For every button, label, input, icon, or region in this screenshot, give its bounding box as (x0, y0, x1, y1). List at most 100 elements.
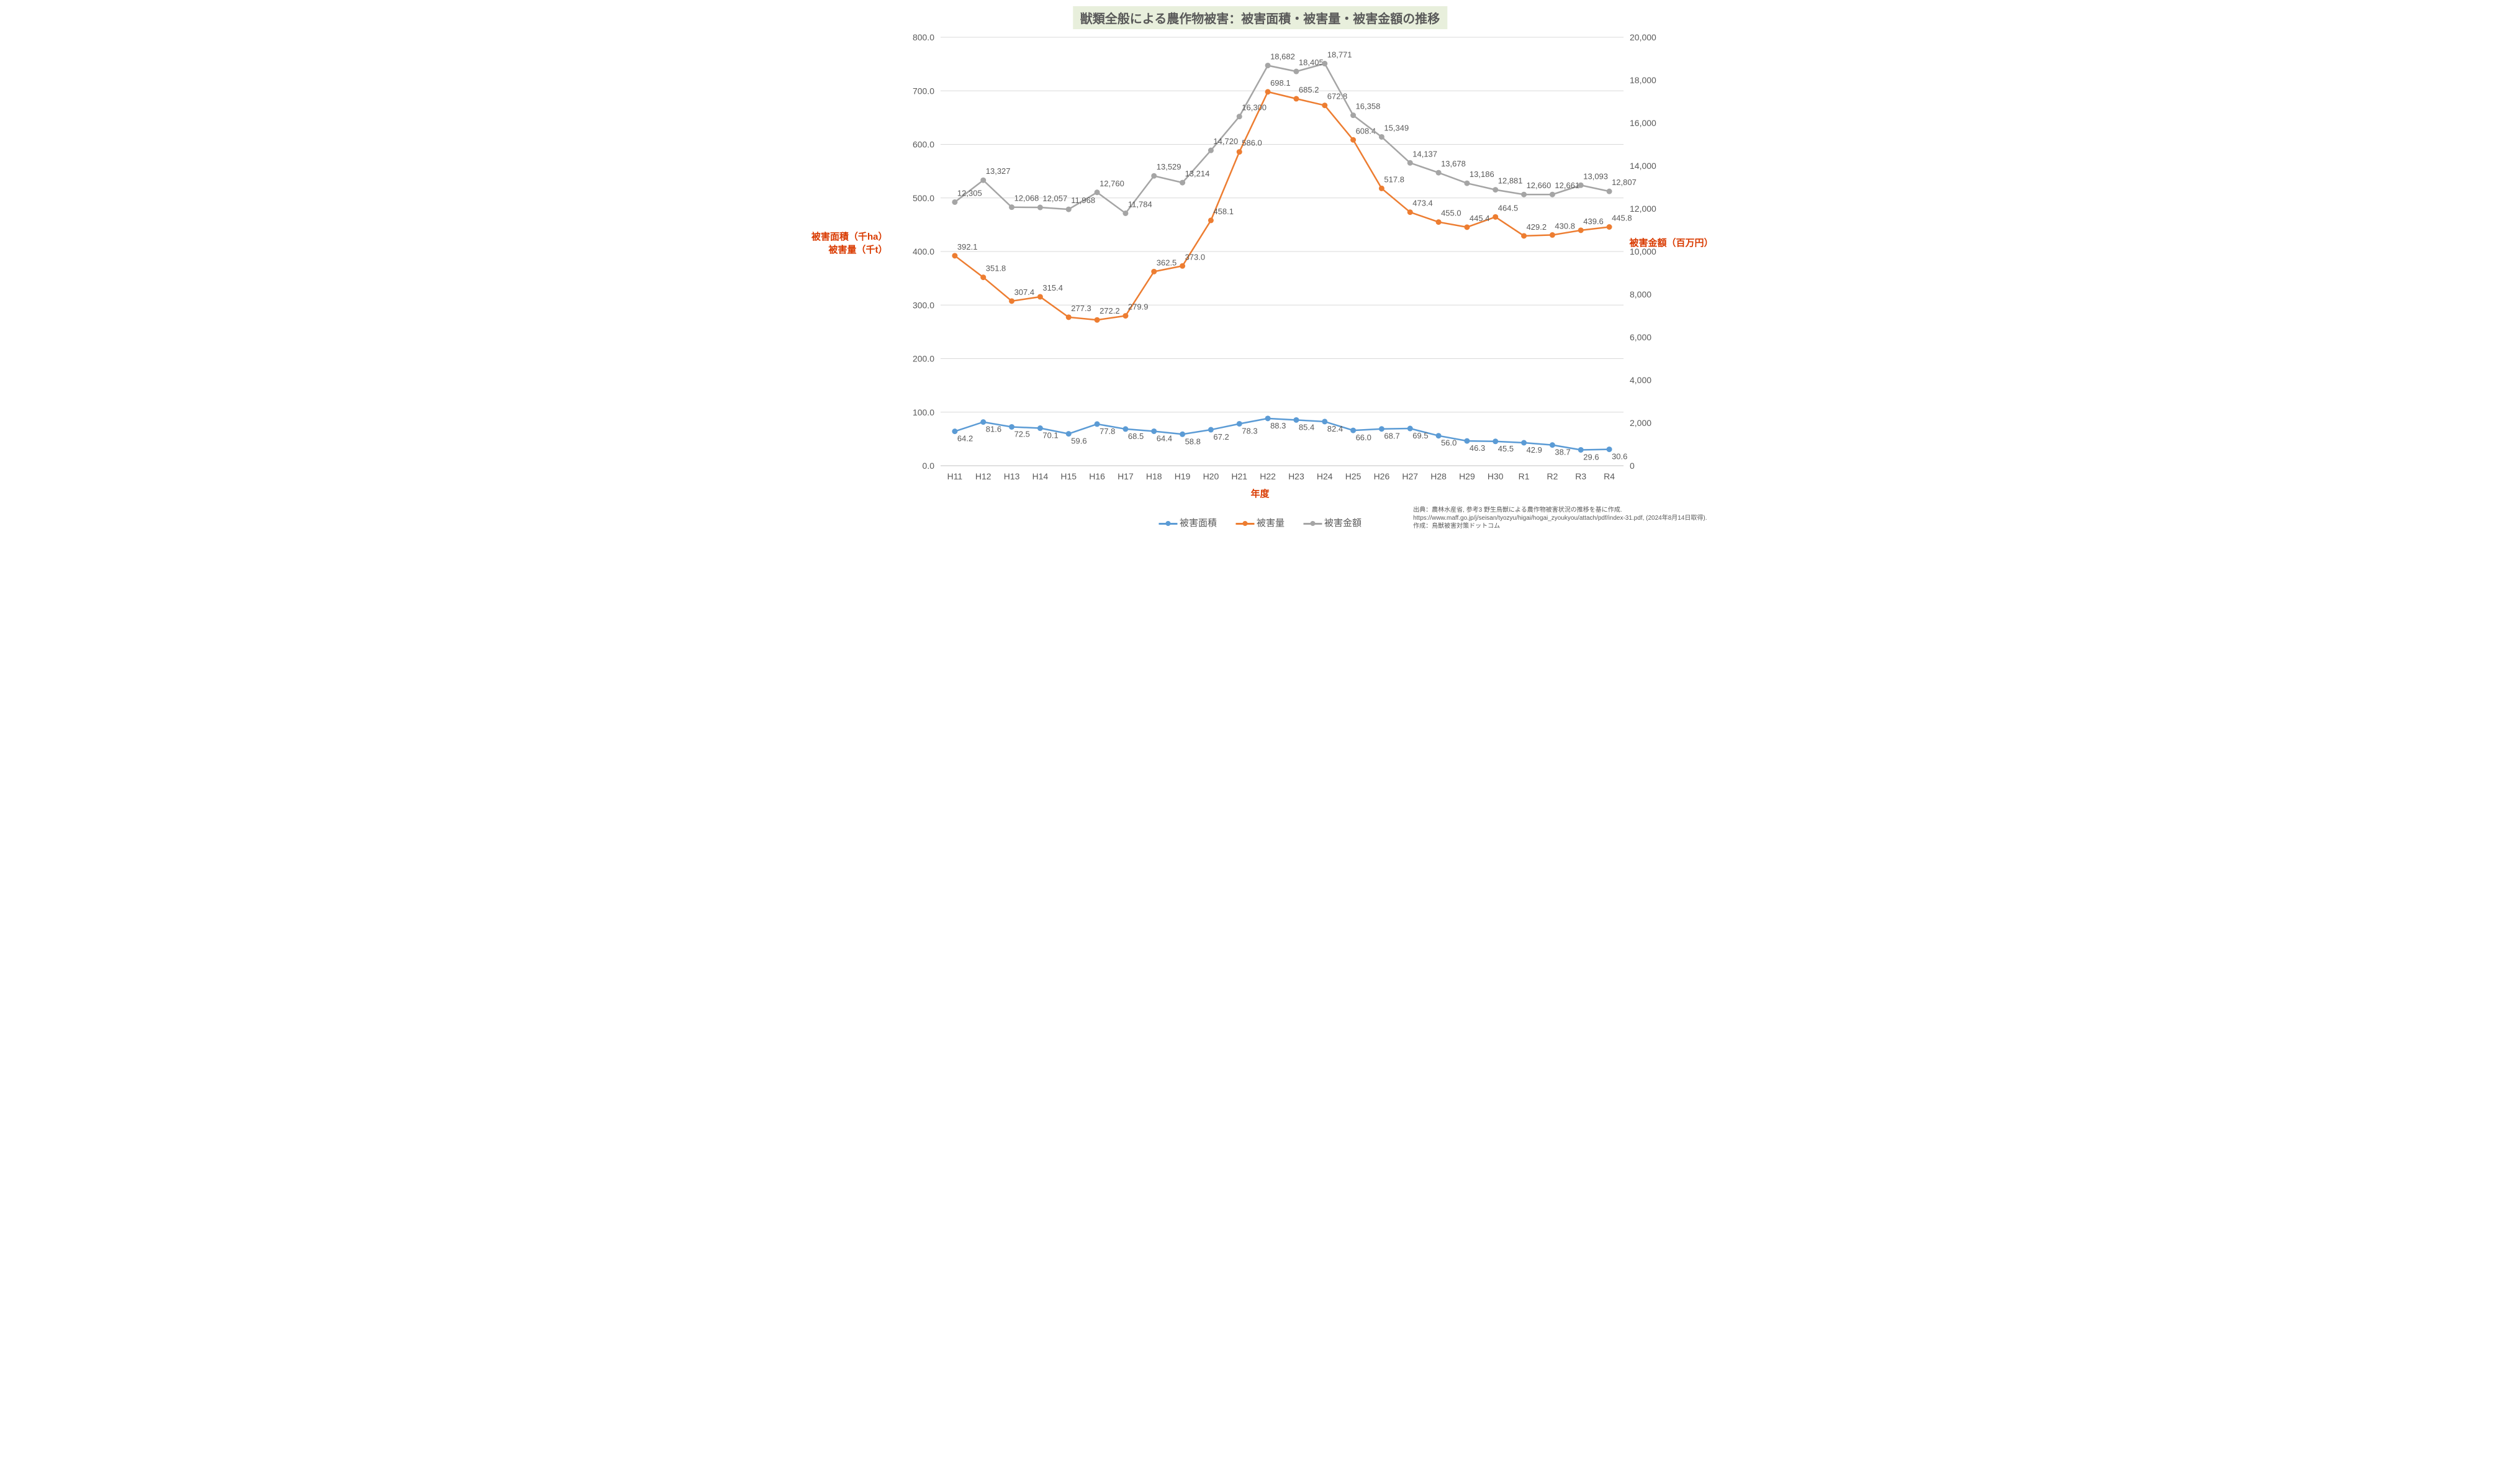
svg-text:16,358: 16,358 (1355, 102, 1380, 111)
svg-text:12,057: 12,057 (1042, 194, 1067, 203)
svg-text:200.0: 200.0 (912, 354, 934, 364)
svg-text:H24: H24 (1316, 471, 1332, 481)
svg-text:14,000: 14,000 (1630, 161, 1656, 171)
svg-text:R2: R2 (1547, 471, 1558, 481)
svg-text:18,682: 18,682 (1270, 52, 1295, 61)
svg-text:68.7: 68.7 (1384, 432, 1399, 441)
svg-text:0: 0 (1630, 461, 1635, 471)
svg-text:315.4: 315.4 (1042, 283, 1063, 292)
svg-text:13,327: 13,327 (985, 166, 1010, 176)
svg-text:12,881: 12,881 (1497, 176, 1522, 186)
legend-item: 被害量 (1235, 516, 1285, 529)
svg-text:42.9: 42.9 (1526, 445, 1542, 455)
svg-text:279.9: 279.9 (1127, 302, 1148, 312)
legend-item: 被害金額 (1303, 516, 1362, 529)
svg-text:698.1: 698.1 (1270, 78, 1291, 88)
svg-text:18,771: 18,771 (1327, 50, 1352, 59)
svg-text:439.6: 439.6 (1583, 217, 1604, 226)
svg-text:272.2: 272.2 (1100, 306, 1120, 315)
svg-text:R4: R4 (1604, 471, 1615, 481)
svg-text:85.4: 85.4 (1298, 422, 1314, 432)
svg-text:8,000: 8,000 (1630, 289, 1651, 299)
svg-text:30.6: 30.6 (1612, 452, 1627, 461)
svg-text:29.6: 29.6 (1583, 452, 1599, 461)
svg-text:13,093: 13,093 (1583, 171, 1608, 181)
svg-text:H12: H12 (975, 471, 991, 481)
svg-text:800.0: 800.0 (912, 32, 934, 42)
svg-text:392.1: 392.1 (957, 242, 977, 251)
svg-text:38.7: 38.7 (1555, 448, 1570, 457)
svg-text:16,000: 16,000 (1630, 118, 1656, 128)
svg-text:H11: H11 (947, 471, 962, 481)
svg-text:430.8: 430.8 (1555, 221, 1575, 230)
svg-text:300.0: 300.0 (912, 300, 934, 310)
svg-text:13,678: 13,678 (1441, 159, 1466, 168)
svg-text:H29: H29 (1459, 471, 1475, 481)
svg-text:69.5: 69.5 (1412, 431, 1428, 440)
svg-text:H23: H23 (1288, 471, 1304, 481)
svg-text:2,000: 2,000 (1630, 418, 1651, 428)
svg-text:685.2: 685.2 (1298, 85, 1319, 94)
svg-text:12,000: 12,000 (1630, 204, 1656, 214)
svg-text:88.3: 88.3 (1270, 421, 1286, 430)
svg-text:13,529: 13,529 (1156, 162, 1181, 171)
svg-text:12,760: 12,760 (1100, 179, 1124, 188)
svg-text:464.5: 464.5 (1497, 203, 1518, 212)
svg-text:64.4: 64.4 (1156, 433, 1172, 443)
svg-text:445.4: 445.4 (1469, 214, 1489, 223)
svg-text:H30: H30 (1487, 471, 1503, 481)
svg-text:11,968: 11,968 (1071, 196, 1095, 205)
svg-text:351.8: 351.8 (985, 264, 1006, 273)
svg-text:362.5: 362.5 (1156, 258, 1176, 267)
svg-text:82.4: 82.4 (1327, 424, 1342, 433)
svg-text:68.5: 68.5 (1127, 432, 1143, 441)
svg-text:78.3: 78.3 (1242, 426, 1257, 435)
svg-text:20,000: 20,000 (1630, 32, 1656, 42)
svg-text:14,720: 14,720 (1213, 137, 1238, 146)
svg-text:66.0: 66.0 (1355, 433, 1371, 442)
svg-text:13,186: 13,186 (1469, 170, 1494, 179)
svg-text:373.0: 373.0 (1185, 252, 1205, 261)
svg-text:67.2: 67.2 (1213, 432, 1229, 442)
svg-text:12,068: 12,068 (1014, 194, 1039, 203)
legend: 被害面積 被害量 被害金額 (1158, 516, 1362, 529)
svg-text:12,661: 12,661 (1555, 181, 1579, 190)
svg-text:429.2: 429.2 (1526, 222, 1547, 232)
legend-item: 被害面積 (1158, 516, 1217, 529)
svg-text:445.8: 445.8 (1612, 213, 1632, 222)
svg-text:59.6: 59.6 (1071, 437, 1086, 446)
svg-text:H20: H20 (1203, 471, 1219, 481)
svg-text:100.0: 100.0 (912, 407, 934, 417)
svg-text:18,000: 18,000 (1630, 75, 1656, 85)
svg-text:H13: H13 (1003, 471, 1019, 481)
svg-text:H16: H16 (1089, 471, 1105, 481)
svg-text:12,807: 12,807 (1612, 178, 1637, 187)
svg-text:81.6: 81.6 (985, 425, 1001, 434)
svg-text:H15: H15 (1060, 471, 1077, 481)
svg-text:64.2: 64.2 (957, 434, 972, 443)
svg-text:12,660: 12,660 (1526, 181, 1551, 190)
svg-text:R1: R1 (1518, 471, 1529, 481)
svg-text:10,000: 10,000 (1630, 247, 1656, 256)
svg-text:H14: H14 (1032, 471, 1048, 481)
svg-text:500.0: 500.0 (912, 193, 934, 203)
svg-text:4,000: 4,000 (1630, 375, 1651, 385)
svg-text:H17: H17 (1118, 471, 1134, 481)
svg-text:13,214: 13,214 (1185, 169, 1209, 178)
svg-text:H25: H25 (1345, 471, 1361, 481)
svg-text:277.3: 277.3 (1071, 304, 1091, 313)
svg-text:12,305: 12,305 (957, 188, 982, 197)
svg-text:H26: H26 (1373, 471, 1389, 481)
svg-text:458.1: 458.1 (1213, 207, 1234, 216)
svg-text:77.8: 77.8 (1100, 427, 1115, 436)
svg-text:455.0: 455.0 (1441, 209, 1461, 218)
svg-text:16,300: 16,300 (1242, 103, 1267, 112)
svg-text:14,137: 14,137 (1412, 149, 1437, 158)
svg-text:H18: H18 (1145, 471, 1162, 481)
svg-text:70.1: 70.1 (1042, 431, 1058, 440)
svg-text:46.3: 46.3 (1469, 443, 1484, 453)
svg-text:700.0: 700.0 (912, 86, 934, 96)
svg-text:473.4: 473.4 (1412, 199, 1433, 208)
svg-text:400.0: 400.0 (912, 247, 934, 256)
svg-text:H21: H21 (1231, 471, 1247, 481)
